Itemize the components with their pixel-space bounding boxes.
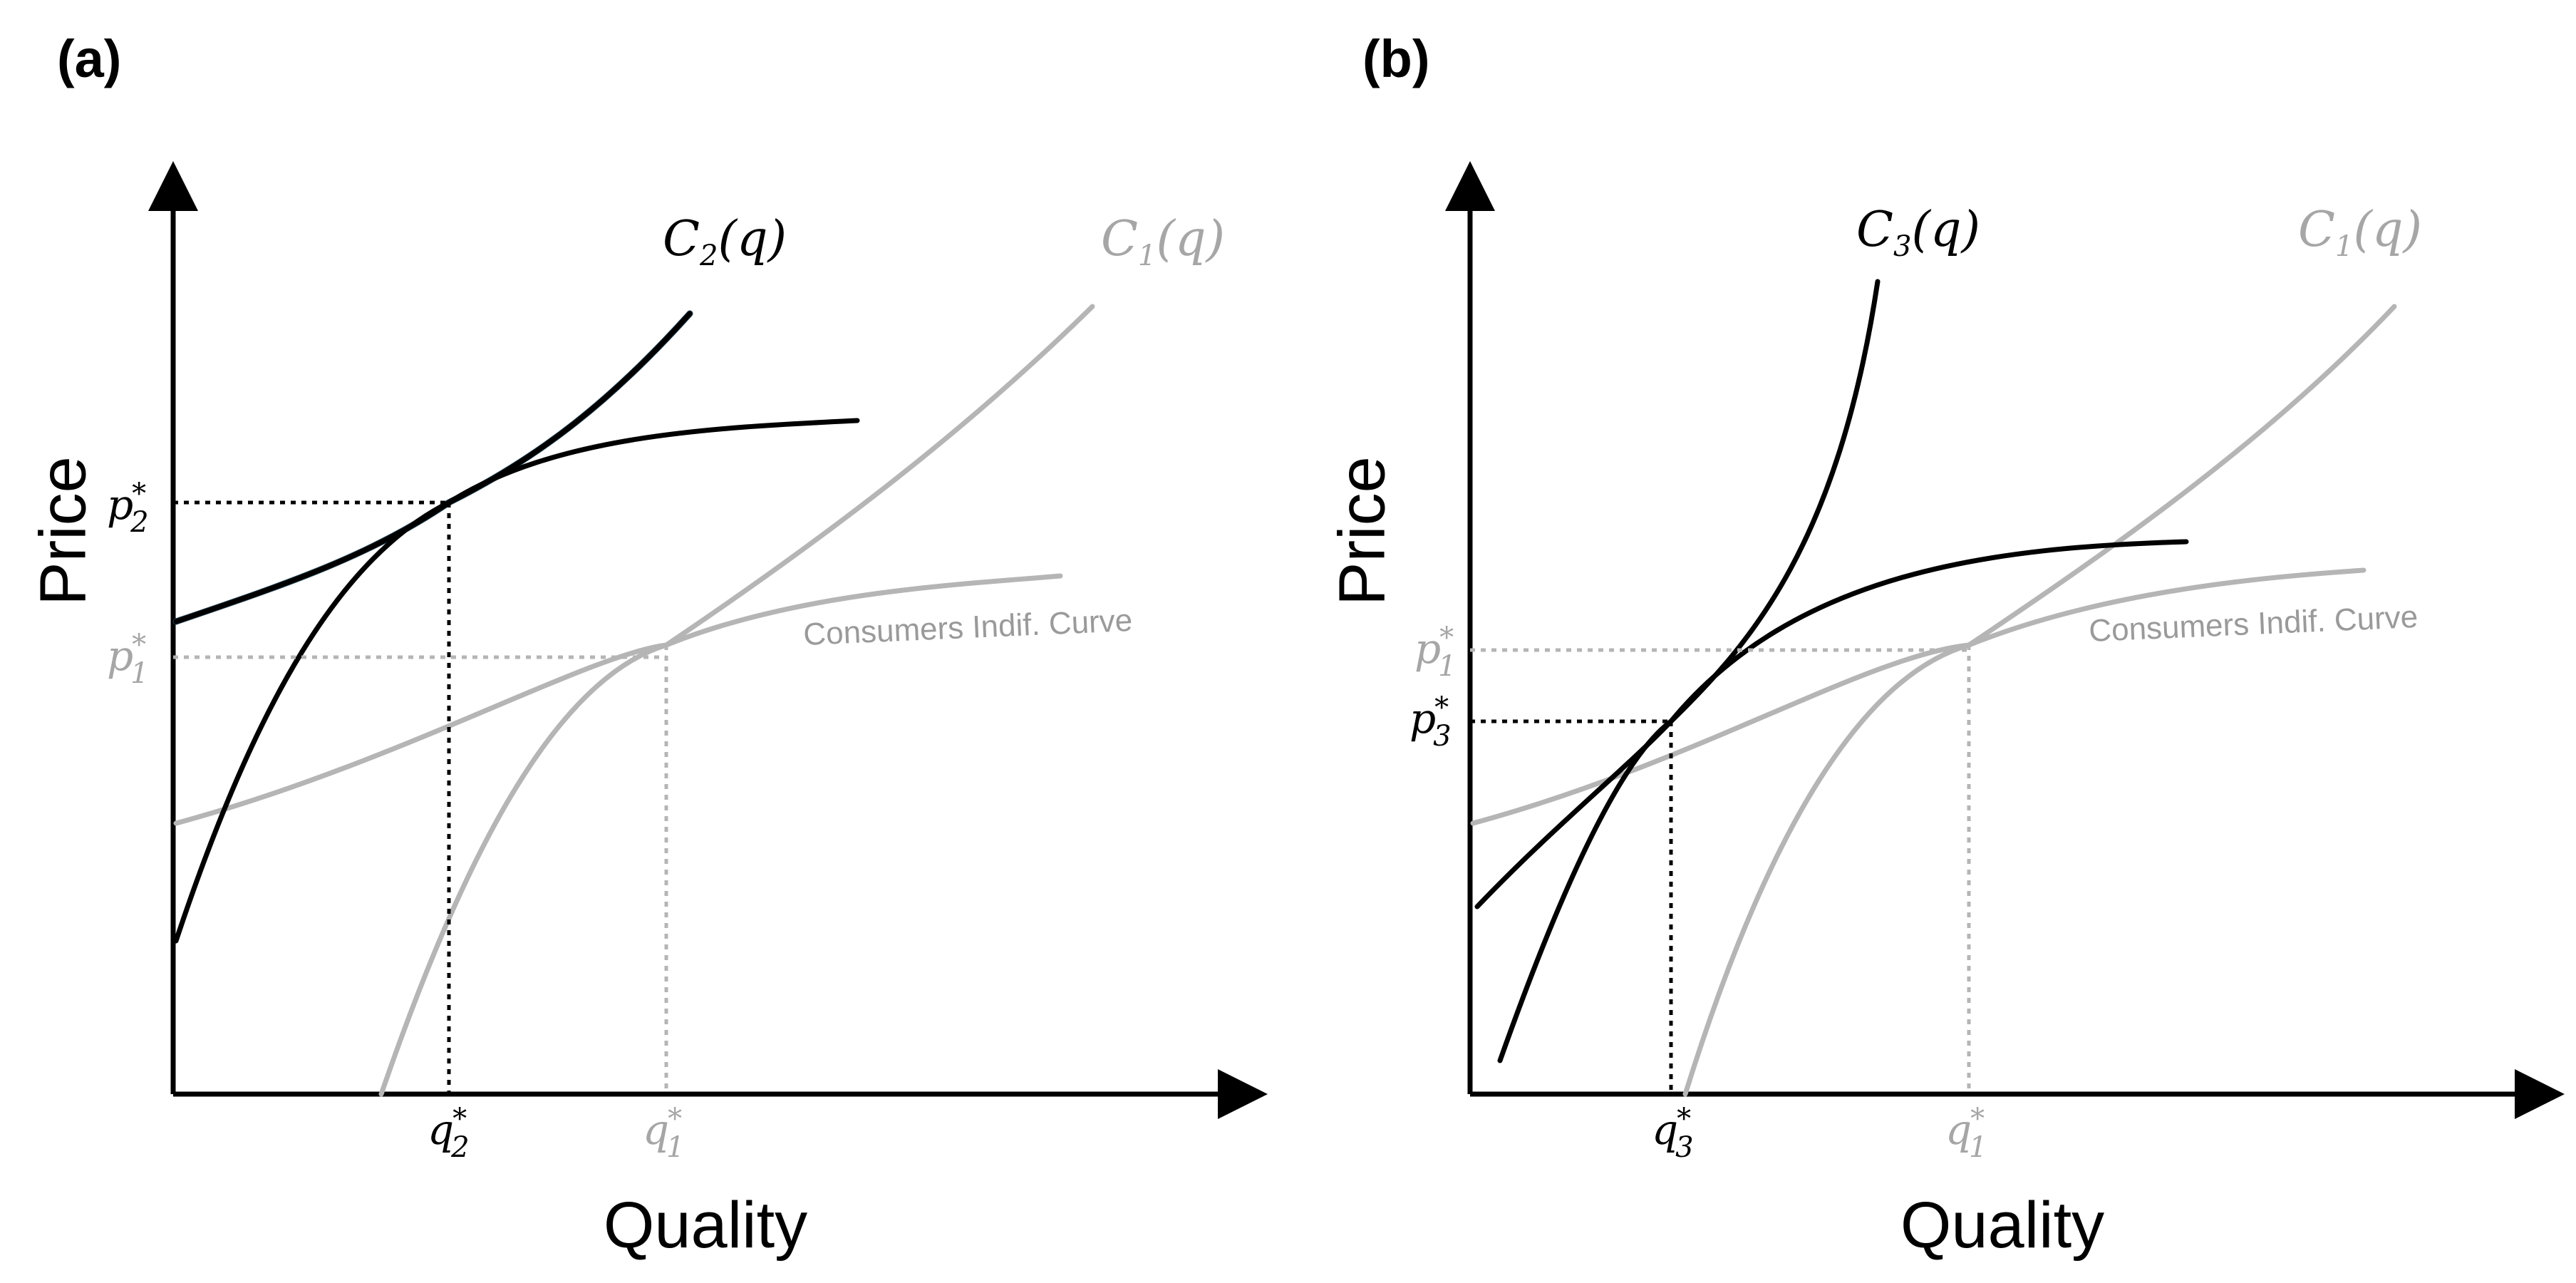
panel-a-p1-label: p* 1 xyxy=(107,629,149,690)
panel-a-label: (a) xyxy=(57,29,121,88)
panel-b-x-title: Quality xyxy=(1900,1189,2104,1262)
panel-b-competitor-curve-label: C3(q) xyxy=(1856,202,1980,263)
panel-b: (b) Price Quality C3(q) C1(q) Consumers … xyxy=(1325,29,2565,1262)
panel-b-p3-label: p* 3 xyxy=(1409,691,1452,753)
panel-a-y-title: Price xyxy=(26,456,99,606)
panel-a-c1-label: C1(q) xyxy=(1101,211,1225,272)
panel-b-c1-curve xyxy=(1682,304,2397,1097)
panel-b-y-title: Price xyxy=(1325,456,1398,606)
panel-b-q1-label: q* 1 xyxy=(1945,1103,1987,1164)
panel-a-x-title: Quality xyxy=(604,1189,807,1262)
panel-a-q2-label: q* 2 xyxy=(428,1103,470,1164)
panel-b-p1-label: p* 1 xyxy=(1414,622,1457,683)
panel-b-transformed-curve xyxy=(1497,539,2189,1063)
panel-a-c1-curve xyxy=(378,304,1095,1097)
panel-a-competitor-curve xyxy=(172,310,693,625)
panel-a: (a) Price Quality C2(q) C1(q) Consumers … xyxy=(26,29,1268,1262)
panel-a-indifference-label: Consumers Indif. Curve xyxy=(802,603,1133,652)
panel-a-competitor-curve-label: C2(q) xyxy=(663,211,787,272)
panel-b-c1-label: C1(q) xyxy=(2298,202,2422,263)
panel-b-q3-label: q* 3 xyxy=(1652,1103,1694,1164)
panel-a-transformed-curve xyxy=(173,418,860,944)
panel-a-q1-label: q* 1 xyxy=(643,1103,685,1164)
panel-a-p2-label: p* 2 xyxy=(107,478,149,539)
panel-b-label: (b) xyxy=(1362,29,1430,88)
panel-b-competitor-curve xyxy=(1474,279,1881,910)
panel-b-indifference-label: Consumers Indif. Curve xyxy=(2088,599,2419,649)
